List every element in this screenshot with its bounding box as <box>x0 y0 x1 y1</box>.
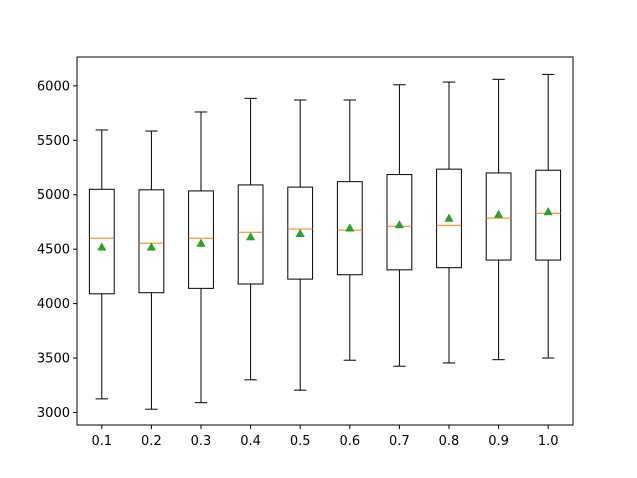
box-group-0.7 <box>386 84 413 367</box>
x-tick-label: 0.9 <box>488 434 509 449</box>
box-group-1.0 <box>535 73 562 359</box>
y-tick-label: 4000 <box>37 297 70 312</box>
x-tick-label: 0.2 <box>141 434 162 449</box>
box-group-0.2 <box>138 130 165 410</box>
box-group-0.6 <box>336 99 363 361</box>
mean-marker <box>493 209 504 218</box>
x-tick-label: 0.8 <box>439 434 460 449</box>
y-tick-label: 5500 <box>37 134 70 149</box>
mean-marker <box>444 213 454 222</box>
x-tick-label: 0.7 <box>389 434 410 449</box>
mean-marker <box>196 238 206 247</box>
box-iqr <box>336 181 363 276</box>
mean-marker <box>97 242 107 251</box>
y-tick-label: 6000 <box>37 79 70 94</box>
box-iqr <box>535 169 562 261</box>
x-axis: 0.1 0.2 0.3 0.4 0.5 0.6 0.7 0.8 0.9 1.0 <box>91 425 559 449</box>
box-group-0.1 <box>88 129 115 400</box>
x-tick-label: 1.0 <box>538 434 559 449</box>
x-tick-label: 0.6 <box>339 434 360 449</box>
box-iqr <box>485 172 512 261</box>
mean-marker <box>394 219 405 229</box>
x-tick-label: 0.1 <box>91 434 112 449</box>
box-iqr <box>88 188 115 295</box>
chart-marks <box>88 73 562 410</box>
box-group-0.4 <box>237 97 264 381</box>
mean-marker <box>543 206 553 216</box>
y-tick-label: 4500 <box>37 243 70 258</box>
y-tick-label: 5000 <box>37 188 70 203</box>
mean-marker <box>345 223 355 232</box>
box-iqr <box>436 168 462 269</box>
box-iqr <box>386 174 413 271</box>
y-tick-label: 3500 <box>37 352 70 367</box>
mean-marker <box>295 228 305 237</box>
plot-area <box>77 57 573 425</box>
x-tick-label: 0.5 <box>290 434 311 449</box>
y-tick-label: 3000 <box>37 406 70 421</box>
box-group-0.9 <box>485 78 512 361</box>
box-iqr <box>138 189 165 294</box>
plot-frame <box>76 56 574 426</box>
box-group-0.8 <box>436 81 462 364</box>
box-iqr <box>188 190 214 289</box>
x-tick-label: 0.4 <box>240 434 261 449</box>
mean-marker <box>245 231 256 241</box>
mean-marker <box>146 242 157 251</box>
box-group-0.3 <box>188 111 214 404</box>
box-iqr <box>287 186 314 280</box>
x-tick-label: 0.3 <box>191 434 212 449</box>
y-axis: 3000 3500 4000 4500 5000 5500 6000 <box>37 79 77 421</box>
box-iqr <box>237 184 264 285</box>
box-group-0.5 <box>287 99 314 391</box>
